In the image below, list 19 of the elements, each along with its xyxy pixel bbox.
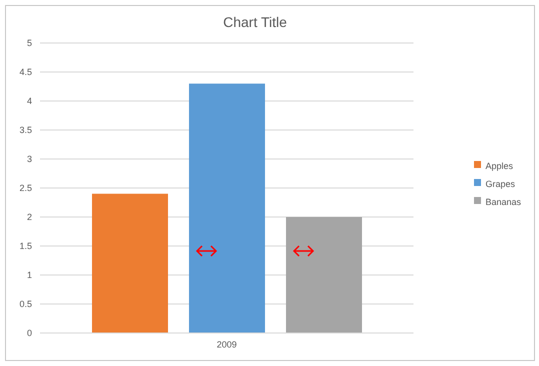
y-tick-label: 0.5 — [19, 299, 32, 310]
bar — [189, 84, 265, 333]
y-tick-label: 2.5 — [19, 183, 32, 194]
bar — [286, 217, 362, 333]
y-tick-label: 1 — [26, 270, 32, 280]
y-tick-label: 3.5 — [19, 125, 32, 136]
legend-label: Apples — [485, 161, 513, 171]
y-tick-label: 5 — [26, 38, 32, 48]
y-tick-label: 4.5 — [19, 67, 32, 78]
bar — [92, 194, 168, 333]
x-tick-label: 2009 — [216, 339, 237, 350]
y-tick-label: 2 — [26, 212, 32, 222]
legend-label: Grapes — [485, 179, 515, 189]
y-tick-label: 4 — [26, 96, 32, 106]
y-tick-label: 1.5 — [19, 241, 32, 252]
y-tick-label: 0 — [26, 328, 32, 338]
y-tick-label: 3 — [26, 154, 32, 164]
legend-label: Bananas — [485, 197, 521, 207]
chart-title: Chart Title — [222, 14, 288, 30]
